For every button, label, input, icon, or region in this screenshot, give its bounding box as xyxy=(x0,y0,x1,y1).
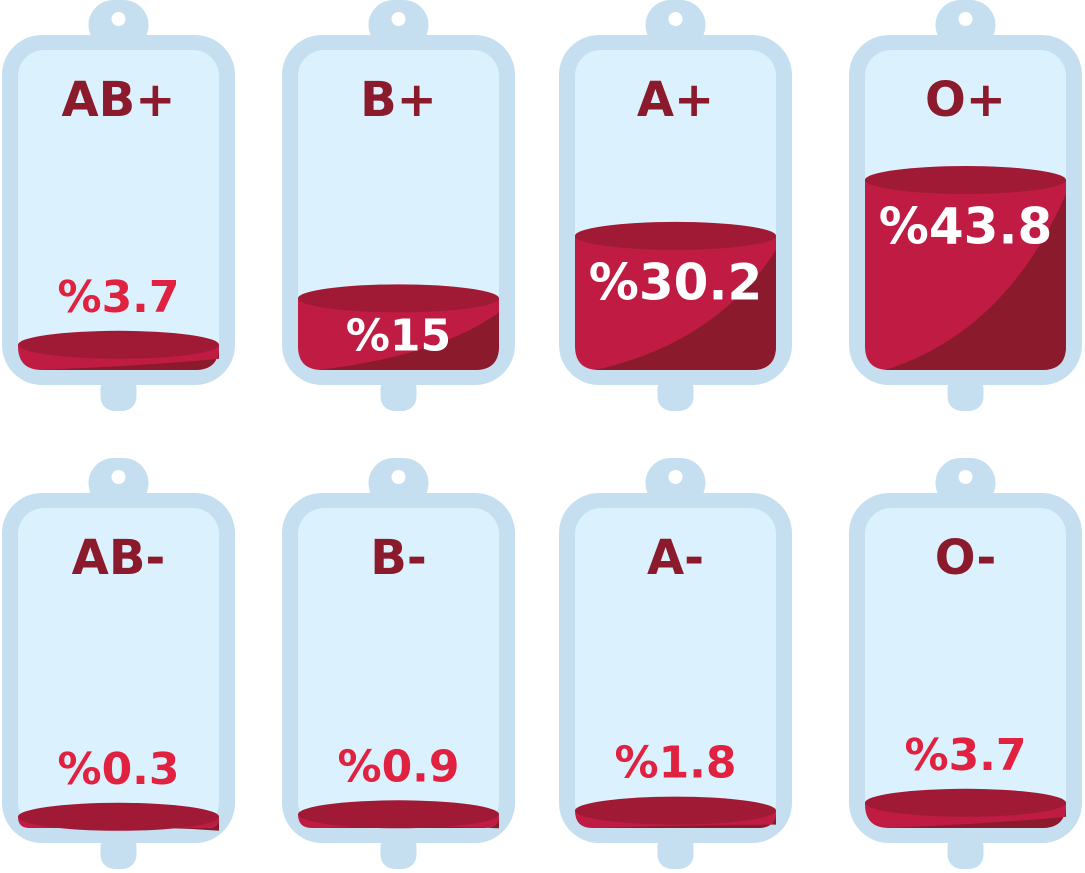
value-label: %15 xyxy=(346,310,451,361)
blood-bag: AB- %0.3 xyxy=(2,458,235,869)
value-label: %43.8 xyxy=(879,198,1052,256)
blood-type-label: A+ xyxy=(637,72,714,128)
blood-surface xyxy=(575,221,776,250)
blood-surface xyxy=(865,788,1066,817)
blood-shade xyxy=(885,804,1066,828)
blood-shade xyxy=(885,194,1066,370)
bag-inner xyxy=(865,508,1066,828)
value-label: %30.2 xyxy=(589,253,762,311)
blood-type-label: O+ xyxy=(925,72,1006,128)
blood-surface xyxy=(298,800,499,829)
blood-bag: A+ %30.2 xyxy=(559,0,792,411)
blood-shade xyxy=(38,346,219,370)
value-label: %3.7 xyxy=(57,272,179,323)
bag-inner xyxy=(18,508,219,828)
blood-surface xyxy=(298,284,499,313)
blood-bag: B- %0.9 xyxy=(282,458,515,869)
blood-bag: AB+ %3.7 xyxy=(2,0,235,411)
blood-type-label: A- xyxy=(647,530,704,586)
blood-type-label: AB+ xyxy=(62,72,176,128)
value-label: %0.3 xyxy=(57,744,179,795)
blood-type-label: O- xyxy=(935,530,997,586)
bag-inner xyxy=(298,508,499,828)
blood-surface xyxy=(575,796,776,825)
hanger-hole xyxy=(111,470,126,484)
hanger-hole xyxy=(391,470,406,484)
hanger-hole xyxy=(111,12,126,26)
value-label: %0.9 xyxy=(337,741,459,792)
bag-inner xyxy=(18,50,219,370)
blood-bag: A- %1.8 xyxy=(559,458,792,869)
hanger-hole xyxy=(958,12,973,26)
blood-bag: B+ %15 xyxy=(282,0,515,411)
blood-surface xyxy=(18,330,219,359)
blood-bag: O- %3.7 xyxy=(849,458,1082,869)
value-label: %3.7 xyxy=(904,730,1026,781)
blood-type-label: B- xyxy=(370,530,427,586)
hanger-hole xyxy=(668,470,683,484)
hanger-hole xyxy=(958,470,973,484)
blood-shade xyxy=(318,312,499,370)
blood-surface xyxy=(18,802,219,831)
hanger-hole xyxy=(391,12,406,26)
blood-shade xyxy=(595,249,776,370)
blood-bag: O+ %43.8 xyxy=(849,0,1082,411)
blood-surface xyxy=(865,166,1066,194)
hanger-hole xyxy=(668,12,683,26)
value-label: %1.8 xyxy=(614,738,736,789)
blood-type-label: AB- xyxy=(72,530,166,586)
blood-type-label: B+ xyxy=(360,72,437,128)
blood-shade xyxy=(595,810,776,828)
bag-inner xyxy=(575,508,776,828)
